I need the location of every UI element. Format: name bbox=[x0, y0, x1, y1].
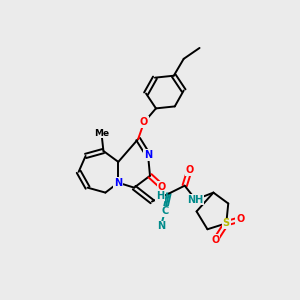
Text: O: O bbox=[185, 165, 194, 175]
Text: N: N bbox=[114, 178, 122, 188]
Text: O: O bbox=[158, 182, 166, 192]
Text: S: S bbox=[223, 218, 230, 228]
Text: N: N bbox=[157, 221, 165, 231]
Text: O: O bbox=[140, 117, 148, 127]
Text: Me: Me bbox=[94, 129, 109, 138]
Text: O: O bbox=[236, 214, 244, 224]
Text: O: O bbox=[211, 235, 220, 245]
Text: H: H bbox=[156, 190, 164, 201]
Text: NH: NH bbox=[188, 194, 204, 205]
Text: N: N bbox=[144, 150, 152, 160]
Text: C: C bbox=[161, 206, 169, 216]
